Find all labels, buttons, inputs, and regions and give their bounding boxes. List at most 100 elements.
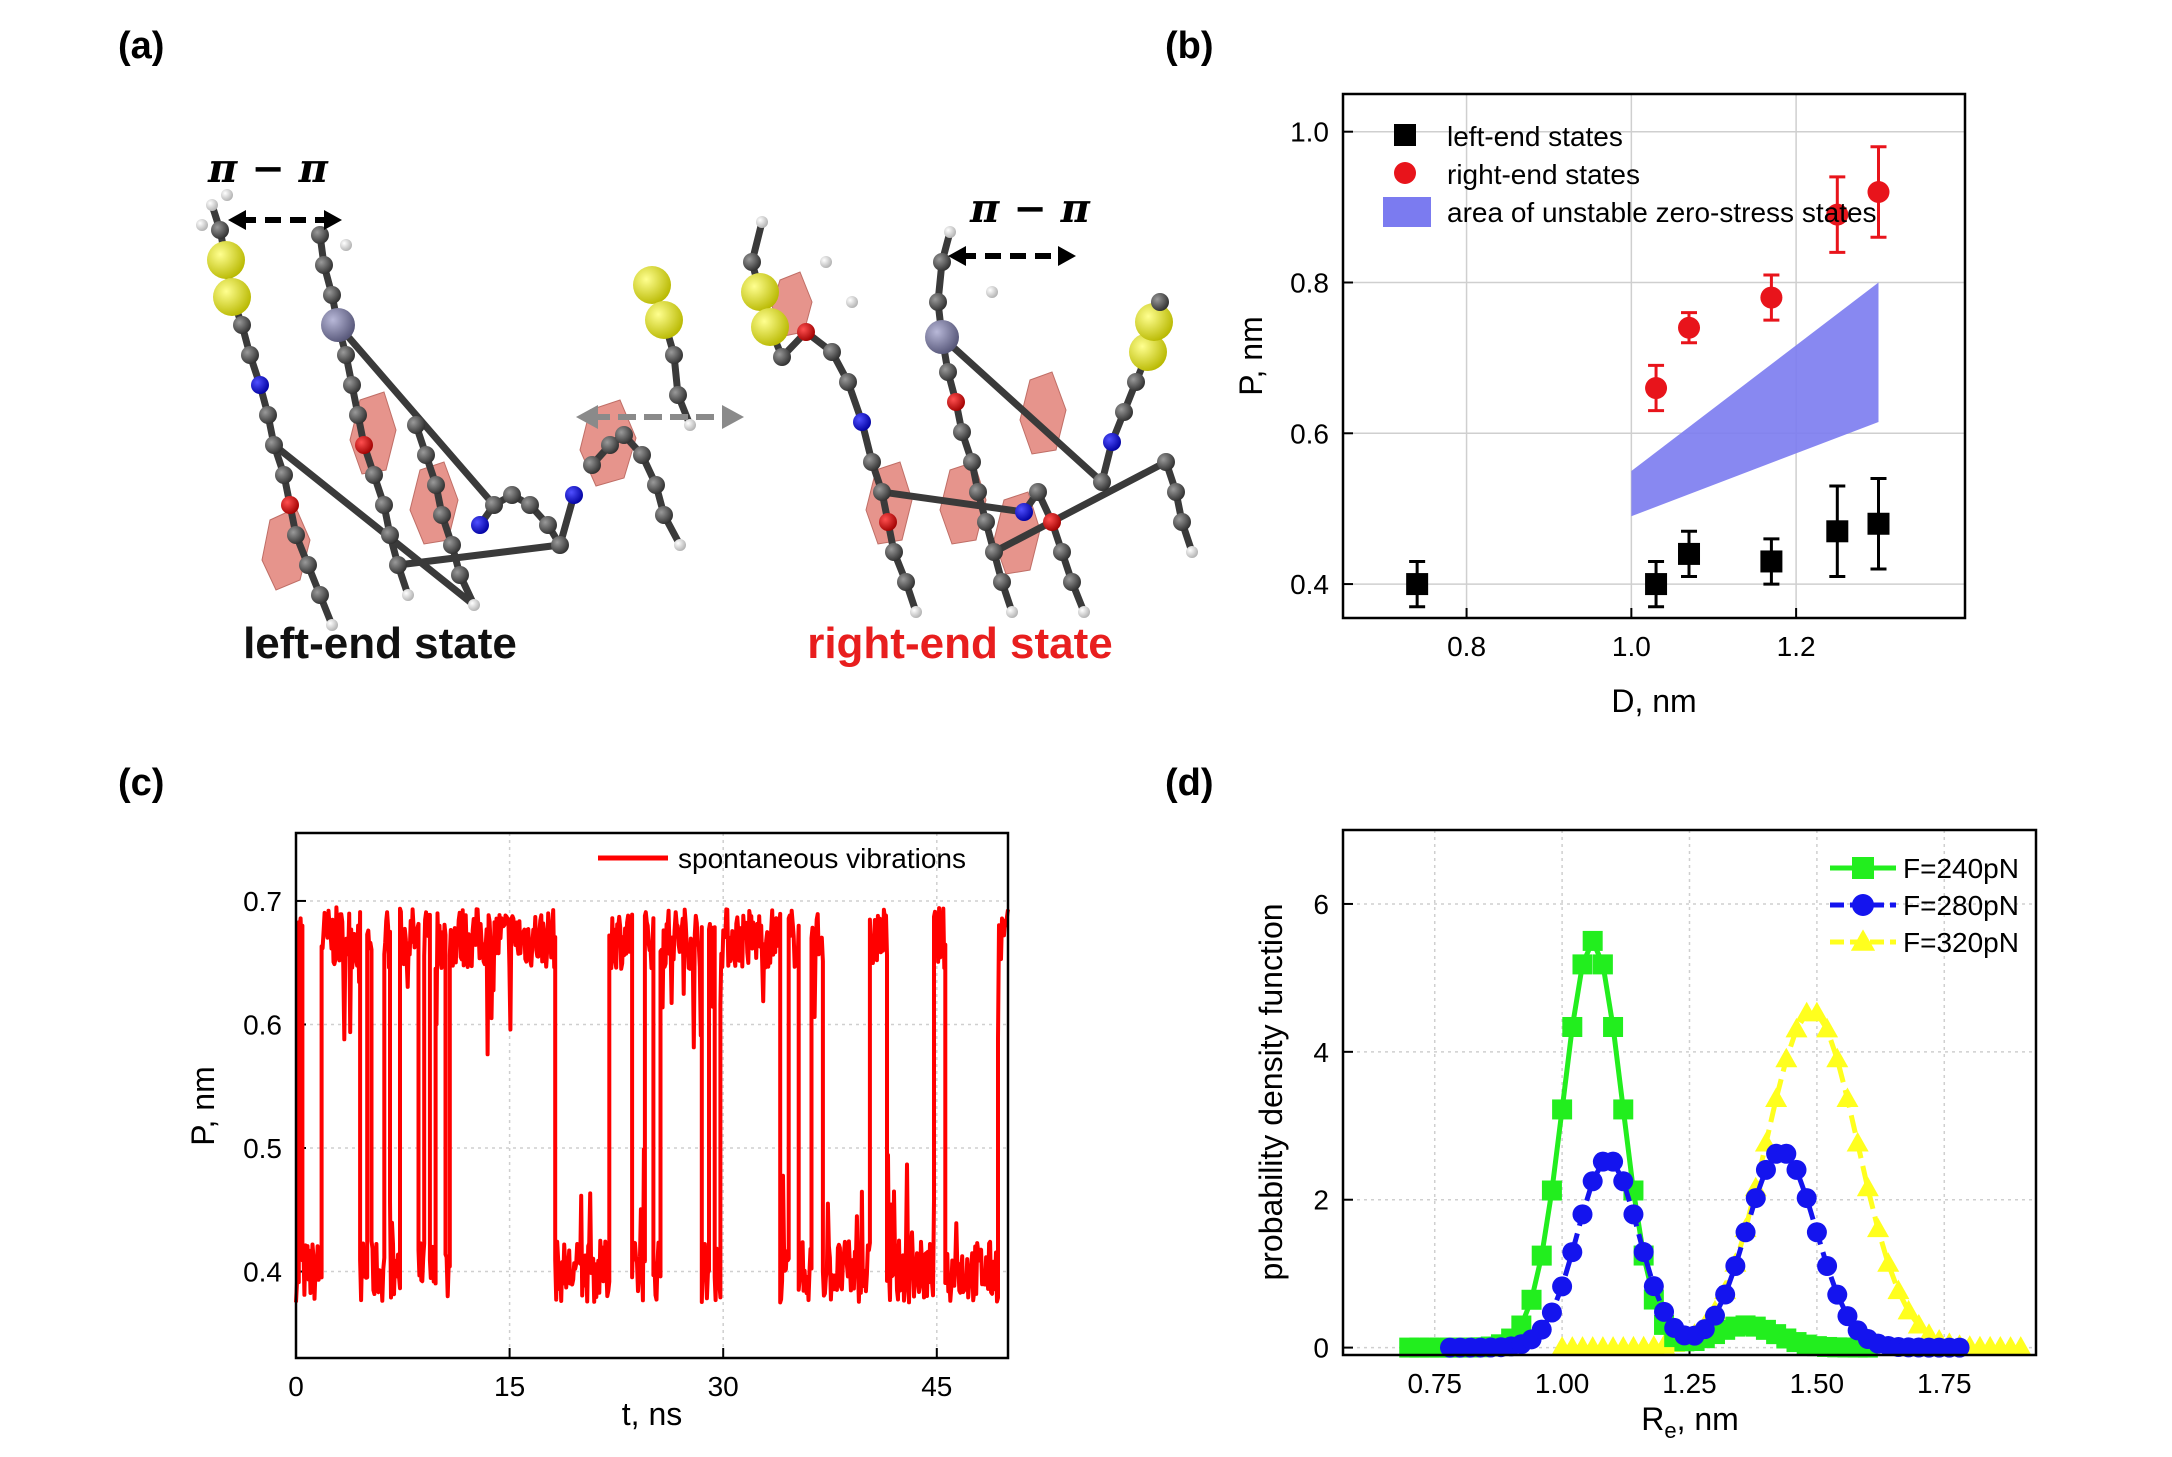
series-marker-F=320pN (1765, 1087, 1788, 1107)
chart-d: 0.75 1.00 1.25 1.50 1.75 0 2 4 6 F=240pN F=280pN F=… (1253, 828, 2038, 1443)
series-marker-F=280pN (1572, 1204, 1593, 1225)
series-marker-F=320pN (1846, 1132, 1869, 1152)
series-marker-F=280pN (1796, 1188, 1817, 1209)
legend-label-band: area of unstable zero-stress states (1447, 197, 1877, 228)
atom-O (281, 496, 299, 514)
series-marker-F=280pN (1949, 1337, 1970, 1358)
series-marker-F=320pN (1897, 1299, 1920, 1320)
series-marker-F=240pN (1541, 1180, 1562, 1201)
series-marker-F=240pN (1572, 954, 1593, 975)
atom-H (196, 219, 208, 231)
right-end-point (1760, 286, 1783, 309)
atom-S (1135, 303, 1173, 341)
atom-C (823, 343, 841, 361)
atom-C (669, 386, 687, 404)
atom-S (645, 301, 683, 339)
atom-C (323, 286, 341, 304)
x-tick-label: 30 (708, 1371, 739, 1402)
series-marker-F=320pN (1907, 1313, 1930, 1334)
atom-C (1127, 373, 1145, 391)
atom-N (853, 413, 871, 431)
atom-H (684, 419, 696, 431)
atom-H (1006, 606, 1018, 618)
atom-N (565, 486, 583, 504)
atom-C (1173, 513, 1191, 531)
y-tick-label: 4 (1313, 1037, 1329, 1068)
left-end-point (1760, 550, 1783, 573)
series-marker-F=320pN (1805, 1001, 1828, 1022)
atom-Z (321, 308, 355, 342)
x-tick-label: 1.50 (1790, 1368, 1845, 1399)
pi-pi-label-right: π − π (969, 185, 1091, 232)
series-marker-F=240pN (1613, 1099, 1634, 1120)
legend-label-right-end: right-end states (1447, 159, 1640, 190)
series-marker-F=280pN (1704, 1305, 1725, 1326)
atom-C (211, 221, 229, 239)
atom-C (665, 346, 683, 364)
series-marker-F=280pN (1633, 1242, 1654, 1263)
atom-H (1186, 546, 1198, 558)
y-tick-label: 0.6 (243, 1009, 282, 1040)
unstable-zero-stress-band (1631, 282, 1879, 517)
bond (394, 541, 564, 569)
y-axis-label: probability density function (1253, 903, 1289, 1280)
atom-C (615, 426, 633, 444)
x-axis-label: Re, nm (1641, 1401, 1739, 1443)
atom-C (839, 373, 857, 391)
y-axis-label: P, nm (1233, 316, 1269, 395)
right-end-molecule (741, 216, 1198, 618)
y-tick-label: 0 (1313, 1333, 1329, 1364)
atom-C (963, 453, 981, 471)
atom-C (443, 536, 461, 554)
spontaneous-vibrations-line (294, 905, 1010, 1305)
bond (938, 333, 1106, 486)
atom-C (417, 446, 435, 464)
panel-label-c: (c) (118, 762, 164, 804)
atom-C (451, 566, 469, 584)
atom-C (977, 513, 995, 531)
y-tick-label: 0.5 (243, 1133, 282, 1164)
series-marker-F=320pN (1867, 1217, 1890, 1238)
x-tick-label: 0 (288, 1371, 304, 1402)
series-marker-F=280pN (1531, 1319, 1552, 1340)
atom-C (885, 543, 903, 561)
left-end-molecule (196, 189, 696, 631)
atom-O (355, 436, 373, 454)
atom-H (206, 199, 218, 211)
left-end-point (1406, 573, 1429, 596)
atom-C (1029, 483, 1047, 501)
atom-H (820, 256, 832, 268)
atom-H (910, 606, 922, 618)
atom-C (521, 496, 539, 514)
panel-label-d: (d) (1165, 762, 1214, 804)
atom-C (427, 476, 445, 494)
atom-C (1115, 403, 1133, 421)
atom-C (1157, 453, 1175, 471)
legend-label-F=240pN: F=240pN (1903, 853, 2019, 884)
y-tick-label: 0.8 (1290, 267, 1329, 298)
atom-C (773, 348, 791, 366)
legend-marker-right-end (1394, 162, 1416, 184)
x-tick-label: 15 (494, 1371, 525, 1402)
series-marker-F=240pN (1531, 1245, 1552, 1266)
atom-C (365, 466, 383, 484)
y-tick-label: 0.4 (1290, 569, 1329, 600)
atom-C (337, 346, 355, 364)
plot-frame (294, 831, 1010, 1360)
left-end-point (1645, 573, 1668, 596)
panel-a-molecule-illustration: π − π π − π left-end state right-end sta… (196, 145, 1198, 668)
atom-C (743, 253, 761, 271)
atom-C (939, 363, 957, 381)
series-marker-F=320pN (1816, 1017, 1839, 1038)
series-marker-F=280pN (1827, 1284, 1848, 1305)
series-marker-F=240pN (1511, 1315, 1532, 1336)
right-end-state-caption: right-end state (807, 619, 1113, 668)
panel-label-a: (a) (118, 25, 164, 67)
atom-C (551, 536, 569, 554)
series-marker-F=280pN (1725, 1255, 1746, 1276)
atom-S (741, 273, 779, 311)
atom-C (633, 446, 651, 464)
series-marker-F=320pN (1877, 1252, 1900, 1272)
atom-C (315, 256, 333, 274)
